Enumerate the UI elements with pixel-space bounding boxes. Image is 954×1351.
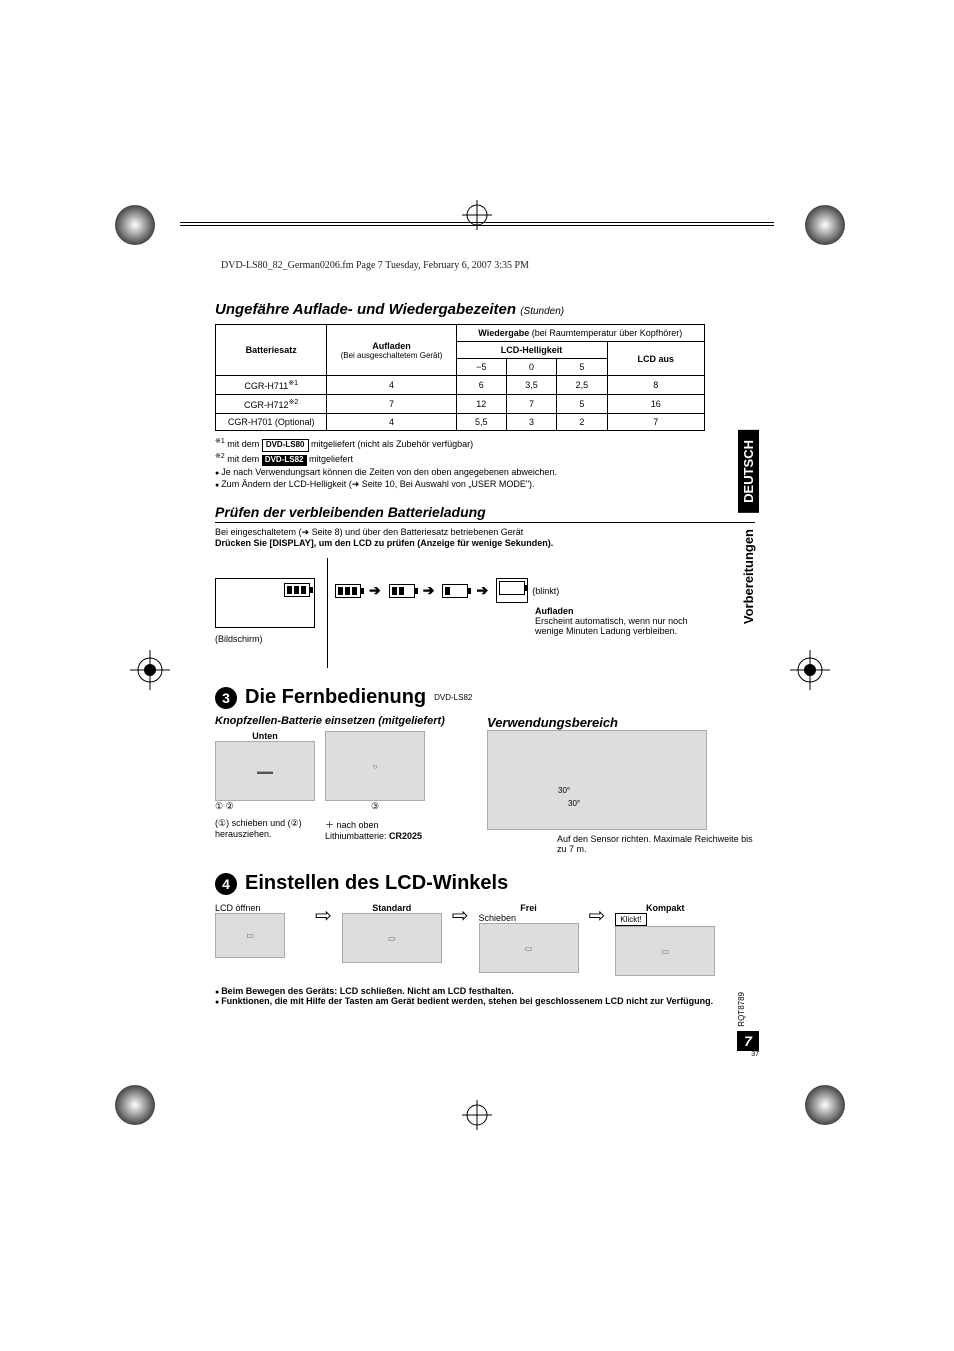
col-lcd-aus: LCD aus (607, 342, 704, 376)
section2-title: Prüfen der verbleibenden Batterieladung (215, 504, 755, 523)
table-row: CGR-H701 (Optional) 4 5,5 3 2 7 (216, 414, 705, 431)
device-standard-illustration: ▭ (342, 913, 442, 963)
blinkt-label: (blinkt) (532, 586, 559, 596)
bright-2: 5 (557, 359, 607, 376)
corner-br (800, 1080, 850, 1130)
bildschirm-label: (Bildschirm) (215, 634, 263, 644)
warn-2: Funktionen, die mit Hilfe der Tasten am … (215, 996, 755, 1006)
row0-name: CGR-H711※1 (216, 376, 327, 395)
unten-label: Unten (215, 731, 315, 741)
aufladen-caption: Aufladen Erscheint automatisch, wenn nur… (535, 606, 695, 636)
battery-blink-box (496, 578, 528, 603)
device-free-illustration: ▭ (479, 923, 579, 973)
col-wiedergabe-sub: (bei Raumtemperatur über Kopfhörer) (532, 328, 683, 338)
arrow-icon: ➔ (423, 582, 435, 599)
lcd-open-label: LCD öffnen (215, 903, 305, 913)
step-number-3: 3 (215, 687, 237, 709)
reg-mark-left (130, 650, 170, 690)
corner-bl (110, 1080, 160, 1130)
col-aufladen-label: Aufladen (331, 341, 451, 351)
remote-illustration-1: ▬▬ (215, 741, 315, 801)
bright-0: −5 (456, 359, 506, 376)
battery-sequence: ➔ ➔ ➔ (blinkt) (335, 578, 559, 603)
note-bullet-1: Je nach Verwendungsart können die Zeiten… (215, 466, 755, 478)
reg-mark-right (790, 650, 830, 690)
lithium-text: ＋ nach oben Lithiumbatterie: CR2025 (325, 818, 422, 841)
section2-line1: Bei eingeschaltetem (➜ Seite 8) und über… (215, 527, 523, 537)
table-row: CGR-H711※1 4 6 3,5 2,5 8 (216, 376, 705, 395)
aufladen-text: Erscheint automatisch, wenn nur noch wen… (535, 616, 688, 636)
step-number-4: 4 (215, 873, 237, 895)
insert-battery-heading: Knopfzellen-Batterie einsetzen (mitgelie… (215, 715, 475, 727)
row1-name: CGR-H712※2 (216, 395, 327, 414)
warning-block: Beim Bewegen des Geräts: LCD schließen. … (215, 986, 755, 1006)
sheet-number: 37 (737, 1051, 759, 1058)
reg-mark-top (462, 200, 492, 230)
standard-label: Standard (342, 903, 442, 913)
section3-title: Die Fernbedienung (245, 686, 426, 709)
screen-box (215, 578, 315, 628)
table-row: CGR-H712※2 7 12 7 5 16 (216, 395, 705, 414)
reg-mark-bottom (462, 1100, 492, 1130)
header-meta: DVD-LS80_82_German0206.fm Page 7 Tuesday… (215, 260, 755, 271)
device-compact-illustration: ▭ (615, 926, 715, 976)
battery-icon (389, 584, 415, 598)
section1-title-suffix: (Stunden) (520, 306, 564, 317)
corner-tl (110, 200, 160, 250)
schieben-label: Schieben (479, 913, 579, 923)
col-wiedergabe: Wiedergabe (bei Raumtemperatur über Kopf… (456, 325, 704, 342)
note1: ※1 mit dem DVD-LS80 mitgeliefert (nicht … (215, 437, 755, 452)
schieben-text: (①) schieben und (②) herausziehen. (215, 818, 315, 841)
note2: ※2 mit dem DVD-LS82 mitgeliefert (215, 452, 755, 466)
section3-head: 3 Die Fernbedienung DVD-LS82 (215, 686, 755, 709)
model-badge: DVD-LS82 (434, 693, 472, 702)
section4-head: 4 Einstellen des LCD-Winkels (215, 872, 755, 895)
battery-icon (335, 584, 361, 598)
section2-line2: Drücken Sie [DISPLAY], um den LCD zu prü… (215, 538, 553, 548)
battery-icon (284, 583, 310, 597)
usage-range-heading: Verwendungsbereich (487, 715, 755, 730)
arrow-icon: ➔ (369, 582, 381, 599)
klickt-label: Klickt! (615, 913, 646, 926)
corner-tr (800, 200, 850, 250)
table-notes: ※1 mit dem DVD-LS80 mitgeliefert (nicht … (215, 437, 755, 490)
arrow-icon: ⇨ (315, 903, 332, 928)
lcd-angle-row: LCD öffnen ▭ ⇨ Standard ▭ ⇨ Frei Schiebe… (215, 903, 755, 976)
aufladen-label: Aufladen (535, 606, 574, 616)
angle-label-1: 30° (558, 786, 570, 795)
bright-1: 0 (506, 359, 556, 376)
section2-text: Bei eingeschaltetem (➜ Seite 8) und über… (215, 527, 755, 548)
arrow-icon: ⇨ (589, 903, 606, 928)
section1-title-text: Ungefähre Auflade- und Wiedergabezeiten (215, 301, 516, 318)
angle-label-2: 30° (568, 799, 580, 808)
battery-table: Batteriesatz Aufladen (Bei ausgeschaltet… (215, 324, 705, 431)
arrow-icon: ⇨ (452, 903, 469, 928)
row2-name: CGR-H701 (Optional) (216, 414, 327, 431)
section1-title: Ungefähre Auflade- und Wiedergabezeiten … (215, 301, 755, 318)
warn-1: Beim Bewegen des Geräts: LCD schließen. … (215, 986, 755, 996)
section4-title: Einstellen des LCD-Winkels (245, 872, 508, 895)
device-closed-illustration: ▭ (215, 913, 285, 958)
col-wiedergabe-label: Wiedergabe (478, 328, 529, 338)
kompakt-label: Kompakt (615, 903, 715, 913)
frei-label: Frei (479, 903, 579, 913)
page-number: 7 (737, 1031, 759, 1051)
section3-body: Knopfzellen-Batterie einsetzen (mitgelie… (215, 715, 755, 854)
usage-range-illustration: 30° 30° (487, 730, 707, 830)
battery-diagram: (Bildschirm) ➔ ➔ ➔ (blinkt) Aufladen Ers… (215, 558, 755, 668)
arrow-icon: ➔ (476, 582, 488, 599)
battery-icon (442, 584, 468, 598)
sensor-text: Auf den Sensor richten. Maximale Reichwe… (487, 834, 755, 854)
col-lcd-helligkeit: LCD-Helligkeit (456, 342, 607, 359)
col-batteriesatz: Batteriesatz (216, 325, 327, 376)
col-aufladen-sub: (Bei ausgeschaltetem Gerät) (331, 351, 451, 360)
col-aufladen: Aufladen (Bei ausgeschaltetem Gerät) (327, 325, 456, 376)
note-bullet-2: Zum Ändern der LCD-Helligkeit (➜ Seite 1… (215, 478, 755, 490)
remote-illustration-2: ○ (325, 731, 425, 801)
